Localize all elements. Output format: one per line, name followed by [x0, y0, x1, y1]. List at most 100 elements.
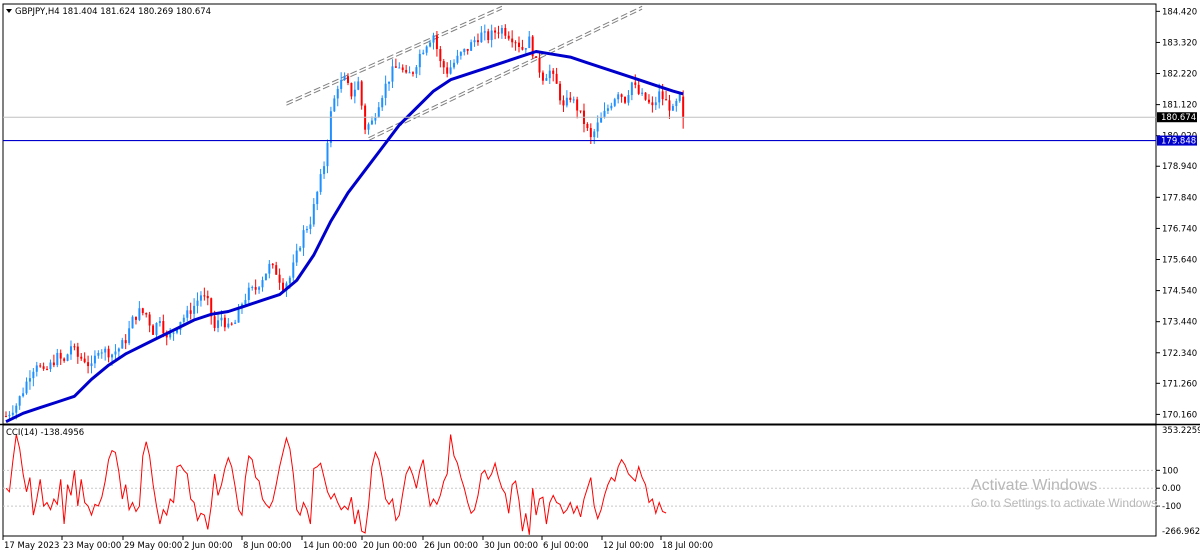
channel-line[interactable] [368, 5, 643, 139]
candle-body [627, 95, 630, 103]
candle-body [247, 287, 250, 301]
candle [569, 92, 572, 103]
cci-tick-label: 0.00 [1162, 484, 1181, 494]
candle [271, 263, 274, 269]
candle-body [100, 352, 103, 354]
candle-body [552, 70, 555, 74]
symbol-header-text: GBPJPY,H4 181.404 181.624 180.269 180.67… [15, 7, 211, 17]
candle [463, 48, 466, 56]
candle-body [511, 38, 514, 43]
candle [473, 36, 476, 47]
time-tick-label: 26 Jun 00:00 [424, 541, 478, 551]
candle-body [295, 250, 298, 263]
candle [377, 102, 380, 119]
candle [340, 72, 343, 93]
candle [367, 122, 370, 135]
candle-body [213, 316, 216, 328]
candle-body [59, 352, 62, 359]
candle [275, 261, 278, 275]
candle [565, 90, 568, 108]
candle-body [453, 62, 456, 68]
hline-price-tag [1157, 135, 1197, 146]
candle [210, 297, 213, 325]
candle [152, 324, 155, 335]
candle-body [165, 333, 168, 338]
candle-body [425, 46, 428, 53]
candle-body [606, 108, 609, 111]
price-tick-label: 173.440 [1162, 318, 1197, 328]
candle-body [244, 300, 247, 305]
candle-body [456, 55, 459, 63]
candle-body [411, 72, 414, 74]
candle-body [237, 308, 240, 323]
price-pane-frame [2, 3, 1157, 425]
candle [384, 75, 387, 106]
candle-body [613, 99, 616, 106]
candle-body [494, 30, 497, 33]
time-axis: 17 May 2023 23 May 00:00 29 May 00:00 2 Jun… [2, 536, 713, 551]
candle-body [56, 352, 59, 366]
channel-line[interactable] [286, 5, 503, 103]
candle-body [97, 352, 100, 356]
candle-body [671, 106, 674, 111]
candle [323, 161, 326, 179]
candle-body [422, 52, 425, 54]
candle [114, 344, 117, 360]
candle-body [309, 224, 312, 229]
candle [97, 350, 100, 359]
candle [49, 359, 52, 372]
candle-body [548, 70, 551, 79]
candle-body [675, 100, 678, 107]
cci-tick-label: -100 [1162, 502, 1181, 512]
candle-body [593, 131, 596, 138]
candle-body [254, 287, 257, 290]
candle-body [654, 102, 657, 106]
candle [353, 81, 356, 104]
price-tick-label: 172.340 [1162, 349, 1197, 359]
candle-body [504, 27, 507, 36]
candle [148, 311, 151, 333]
candle [562, 95, 565, 112]
candle-body [579, 110, 582, 112]
candle [268, 260, 271, 279]
candle-body [483, 31, 486, 33]
candle [391, 59, 394, 88]
candle [121, 337, 124, 349]
candle-body [25, 381, 28, 394]
candle [411, 71, 414, 77]
candle [647, 94, 650, 105]
candle [606, 104, 609, 115]
cci-line [5, 434, 667, 535]
candle-body [292, 262, 295, 278]
candle-body [162, 321, 165, 334]
current-price: 180.674 [3, 112, 1197, 123]
candle-body [141, 308, 144, 313]
candle-body [651, 102, 654, 106]
candle-body [46, 368, 49, 370]
dropdown-triangle-icon[interactable] [6, 9, 12, 13]
candle [247, 282, 250, 304]
channel-lines[interactable] [286, 5, 643, 141]
candle-body [223, 317, 226, 328]
candle-body [405, 69, 408, 73]
candle-body [83, 358, 86, 363]
candle-body [487, 31, 490, 41]
candle-body [152, 325, 155, 335]
channel-line[interactable] [286, 8, 503, 106]
price-tick-label: 171.260 [1162, 379, 1197, 389]
candle-body [350, 82, 353, 97]
price-tick-label: 175.640 [1162, 256, 1197, 266]
channel-line[interactable] [368, 8, 643, 141]
candle-body [32, 371, 35, 379]
candle-body [15, 405, 18, 413]
horizontal-level[interactable]: 179.848 [3, 135, 1197, 147]
candle [261, 276, 264, 292]
candle-body [145, 312, 148, 315]
candle [230, 322, 233, 326]
candle [254, 279, 257, 295]
candle [35, 361, 38, 377]
time-tick-label: 23 May 00:00 [63, 541, 121, 551]
candle [295, 243, 298, 266]
candle [535, 56, 538, 59]
